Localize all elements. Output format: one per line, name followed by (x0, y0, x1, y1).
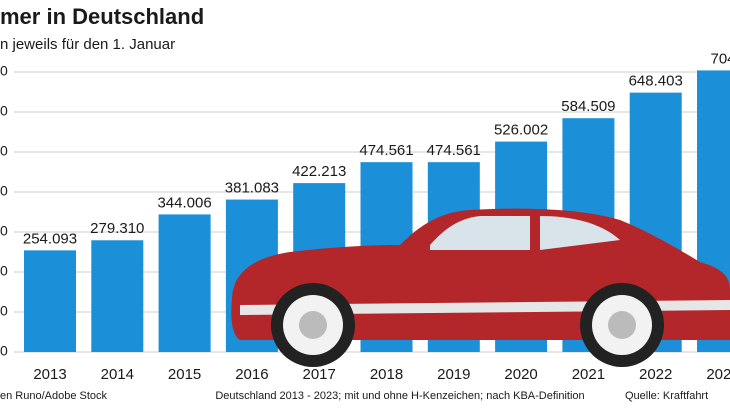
x-tick-label: 2021 (572, 366, 605, 383)
value-label: 279.310 (90, 220, 144, 237)
bar (91, 240, 144, 352)
car-illustration (231, 208, 730, 367)
value-label: 422.213 (292, 163, 346, 180)
x-tick-label: 2020 (504, 366, 537, 383)
y-tick-label: 0 (0, 343, 8, 359)
x-tick-label: 2014 (101, 366, 134, 383)
y-tick-label: 0 (0, 63, 8, 79)
source: Quelle: Kraftfahrt (625, 390, 708, 402)
value-label: 344.006 (157, 194, 211, 211)
x-tick-label: 2022 (639, 366, 672, 383)
x-tick-label: 2013 (33, 366, 66, 383)
y-tick-label: 0 (0, 223, 8, 239)
chart-subtitle: n jeweils für den 1. Januar (0, 36, 175, 53)
value-label: 254.093 (23, 230, 77, 247)
value-label: 474.561 (427, 142, 481, 159)
value-label: 526.002 (494, 122, 548, 139)
bar (24, 250, 76, 352)
credit: en Runo/Adobe Stock (0, 390, 108, 402)
value-label: 584.509 (561, 98, 615, 115)
note: Deutschland 2013 - 2023; mit und ohne H-… (215, 390, 584, 402)
value-label: 648.403 (629, 73, 683, 90)
value-label: 704 (710, 50, 730, 67)
value-label: 474.561 (359, 142, 413, 159)
x-tick-label: 2015 (168, 366, 201, 383)
x-tick-label: 2019 (437, 366, 470, 383)
y-tick-label: 0 (0, 143, 8, 159)
x-tick-label: 2023 (706, 366, 730, 383)
chart-title: mer in Deutschland (0, 4, 204, 29)
bar (158, 214, 211, 352)
x-tick-label: 2017 (303, 366, 336, 383)
y-tick-label: 0 (0, 183, 8, 199)
value-label: 381.083 (225, 180, 279, 197)
y-tick-label: 0 (0, 263, 8, 279)
y-tick-label: 0 (0, 103, 8, 119)
y-tick-label: 0 (0, 303, 8, 319)
x-tick-label: 2018 (370, 366, 403, 383)
x-tick-label: 2016 (235, 366, 268, 383)
